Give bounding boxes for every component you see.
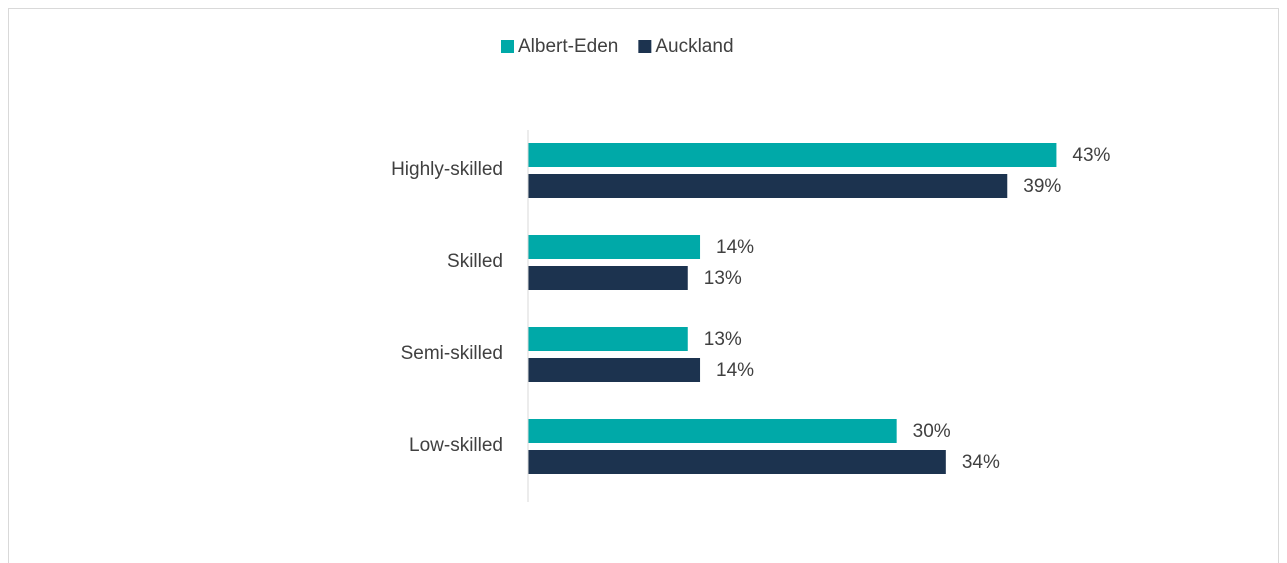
data-label: 13% <box>704 329 742 350</box>
y-tick-label: Highly-skilled <box>391 159 503 180</box>
legend-swatch <box>638 40 652 53</box>
bar <box>528 235 701 259</box>
y-tick-label: Semi-skilled <box>401 343 503 364</box>
data-label: 34% <box>962 452 1000 473</box>
bar <box>528 266 688 290</box>
data-label: 43% <box>1072 145 1110 166</box>
bar <box>528 419 897 443</box>
legend-label: Albert-Eden <box>518 36 618 57</box>
legend-label: Auckland <box>655 36 733 57</box>
data-label: 13% <box>704 268 742 289</box>
bar <box>528 358 701 382</box>
bar <box>528 143 1057 167</box>
data-label: 30% <box>913 421 951 442</box>
data-label: 39% <box>1023 176 1061 197</box>
bar <box>528 450 946 474</box>
chart-border <box>8 8 1279 563</box>
y-tick-label: Skilled <box>447 251 503 272</box>
bar <box>528 327 688 351</box>
data-label: 14% <box>716 360 754 381</box>
legend-swatch <box>501 40 514 53</box>
bar <box>528 174 1008 198</box>
data-label: 14% <box>716 237 754 258</box>
y-tick-label: Low-skilled <box>409 435 503 456</box>
